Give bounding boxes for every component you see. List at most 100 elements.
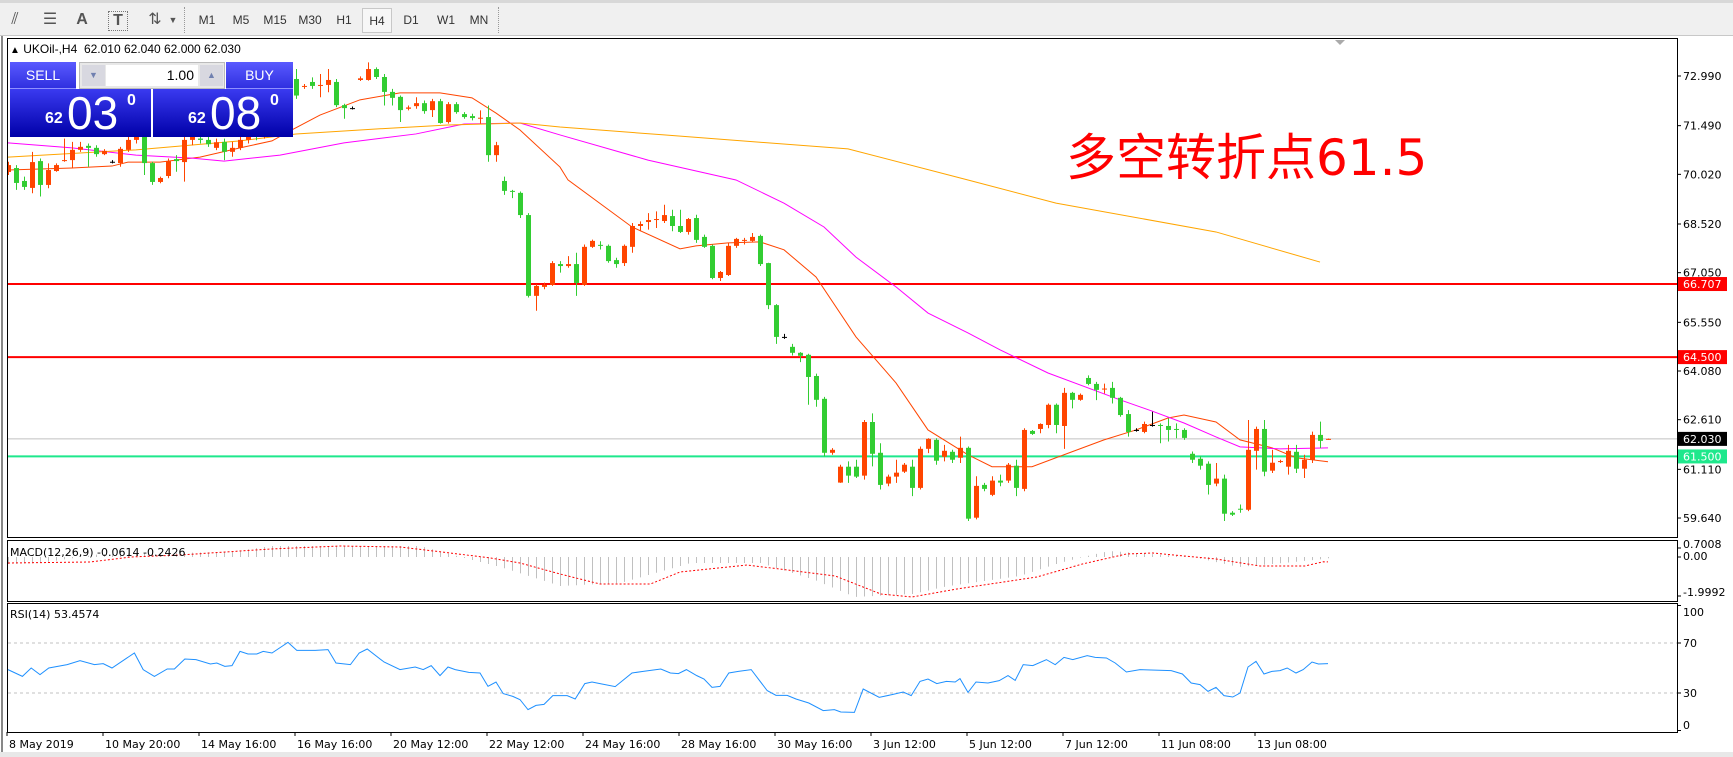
candle bbox=[1118, 396, 1123, 417]
candle bbox=[822, 396, 827, 457]
candle bbox=[1022, 428, 1027, 492]
candle bbox=[398, 95, 403, 123]
candle-body bbox=[894, 472, 899, 477]
candle bbox=[1254, 426, 1259, 470]
candle bbox=[982, 482, 987, 492]
dropdown-arrow-icon[interactable]: ▼ bbox=[168, 15, 178, 25]
macd-label: MACD(12,26,9) -0.0614 -0.2426 bbox=[10, 546, 185, 559]
candle bbox=[1302, 454, 1307, 478]
candle bbox=[334, 78, 339, 108]
candle-body bbox=[942, 450, 947, 457]
elliott-wave-icon[interactable]: ⫽ bbox=[11, 11, 19, 28]
candle bbox=[142, 131, 147, 175]
timeframe-m5[interactable]: M5 bbox=[232, 13, 250, 27]
candle-body bbox=[686, 219, 691, 232]
lot-size-field: ▼ 1.00 ▲ bbox=[79, 62, 225, 89]
candle bbox=[1214, 463, 1219, 487]
arrows-icon[interactable]: ⇅ bbox=[148, 11, 162, 28]
buy-button[interactable]: BUY bbox=[226, 62, 293, 89]
timeframe-m15[interactable]: M15 bbox=[263, 13, 287, 27]
toolbar-separator bbox=[498, 7, 501, 33]
price-axis-label: 64.080 bbox=[1683, 365, 1722, 378]
candle bbox=[174, 155, 179, 172]
candle-body bbox=[198, 138, 203, 140]
timeframe-h1[interactable]: H1 bbox=[336, 13, 352, 27]
candle bbox=[1182, 428, 1187, 440]
candle bbox=[486, 105, 491, 162]
candle bbox=[462, 112, 467, 119]
sell-price-button[interactable]: 62 03 0 bbox=[10, 87, 151, 139]
candle bbox=[974, 476, 979, 520]
candle bbox=[14, 165, 19, 190]
macd-panel bbox=[7, 540, 1678, 602]
candle bbox=[358, 76, 363, 81]
timeframe-w1[interactable]: W1 bbox=[437, 13, 455, 27]
candle bbox=[102, 149, 107, 156]
candle-body bbox=[414, 103, 419, 107]
candle-body bbox=[1054, 404, 1059, 425]
candle-body bbox=[862, 421, 867, 476]
candle bbox=[630, 223, 635, 253]
candle-body bbox=[406, 107, 411, 109]
time-axis-label: 7 Jun 12:00 bbox=[1065, 738, 1128, 751]
buy-price-prefix: 62 bbox=[188, 110, 206, 127]
candle-body bbox=[638, 224, 643, 226]
candle-body bbox=[158, 177, 163, 182]
candle bbox=[534, 284, 539, 311]
candle bbox=[1046, 403, 1051, 429]
candle bbox=[1198, 456, 1203, 470]
candle-body bbox=[1230, 512, 1235, 515]
lot-decrease-button[interactable]: ▼ bbox=[82, 65, 105, 86]
timeframe-d1[interactable]: D1 bbox=[403, 13, 419, 27]
candle-body bbox=[190, 135, 195, 140]
timeframe-m30[interactable]: M30 bbox=[298, 13, 322, 27]
candle bbox=[1038, 423, 1043, 434]
buy-price-button[interactable]: 62 08 0 bbox=[153, 87, 293, 139]
lot-input[interactable]: 1.00 bbox=[106, 65, 198, 86]
candle-body bbox=[206, 139, 211, 145]
candle-body bbox=[294, 78, 299, 96]
candle-body bbox=[366, 69, 371, 80]
candle-body bbox=[1262, 428, 1267, 472]
time-axis-label: 5 Jun 12:00 bbox=[969, 738, 1032, 751]
candle bbox=[166, 158, 171, 179]
candle-body bbox=[878, 452, 883, 485]
fibonacci-icon[interactable]: ☰ bbox=[42, 11, 58, 28]
candle-body bbox=[870, 421, 875, 454]
candle bbox=[838, 464, 843, 483]
candle bbox=[8, 161, 11, 175]
timeframe-m1[interactable]: M1 bbox=[198, 13, 216, 27]
candle bbox=[318, 74, 323, 98]
candle-body bbox=[1238, 508, 1243, 510]
candle-body bbox=[614, 260, 619, 265]
candle-body bbox=[1326, 438, 1331, 440]
candle bbox=[1030, 429, 1035, 435]
candle bbox=[158, 176, 163, 184]
price-axis-label: 67.050 bbox=[1683, 267, 1722, 280]
candle bbox=[1174, 423, 1179, 439]
timeframe-h4[interactable]: H4 bbox=[362, 8, 392, 33]
candle-body bbox=[1270, 462, 1275, 471]
candle-body bbox=[1294, 451, 1299, 469]
candle-body bbox=[1006, 464, 1011, 481]
text-label-icon[interactable]: T bbox=[108, 11, 128, 31]
lot-increase-button[interactable]: ▲ bbox=[200, 65, 223, 86]
candle-body bbox=[318, 84, 323, 86]
time-axis-label: 30 May 16:00 bbox=[777, 738, 852, 751]
time-axis-label: 22 May 12:00 bbox=[489, 738, 564, 751]
candle bbox=[678, 209, 683, 233]
candle bbox=[646, 213, 651, 230]
candle bbox=[1086, 375, 1091, 386]
candle bbox=[702, 234, 707, 248]
candle bbox=[1286, 444, 1291, 475]
candle-body bbox=[750, 236, 755, 241]
text-icon[interactable]: A bbox=[76, 11, 88, 28]
candle-body bbox=[550, 263, 555, 285]
sell-button[interactable]: SELL bbox=[10, 62, 76, 89]
candle bbox=[118, 146, 123, 167]
candle-body bbox=[1214, 478, 1219, 484]
candle-body bbox=[222, 141, 227, 152]
candle bbox=[1222, 474, 1227, 521]
timeframe-mn[interactable]: MN bbox=[469, 13, 489, 27]
